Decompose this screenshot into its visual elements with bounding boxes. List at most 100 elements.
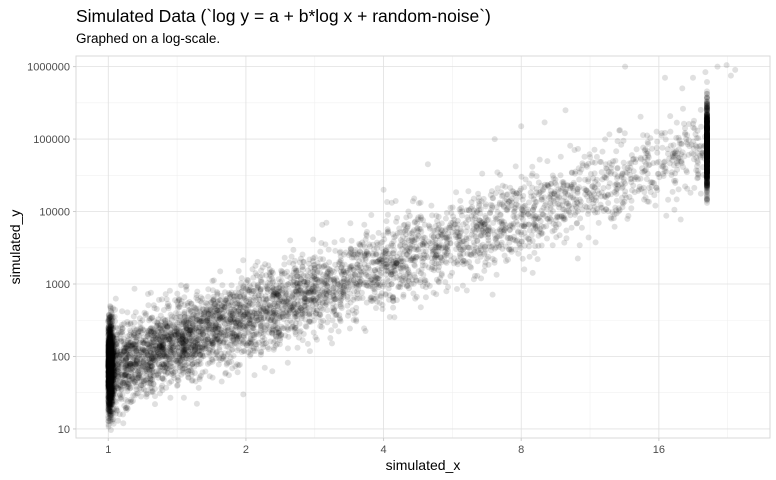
scatter-point bbox=[450, 219, 456, 226]
scatter-point bbox=[172, 365, 179, 372]
scatter-point bbox=[326, 259, 333, 266]
scatter-point bbox=[148, 376, 155, 383]
scatter-point bbox=[127, 361, 134, 368]
scatter-point bbox=[650, 160, 657, 167]
scatter-point bbox=[704, 187, 710, 194]
scatter-point bbox=[694, 175, 701, 182]
scatter-point bbox=[296, 320, 303, 327]
scatter-point bbox=[292, 324, 299, 331]
scatter-point bbox=[116, 351, 123, 358]
scatter-point bbox=[557, 172, 564, 179]
scatter-point bbox=[189, 377, 196, 384]
scatter-point bbox=[704, 104, 710, 111]
scatter-point bbox=[704, 133, 710, 140]
scatter-point bbox=[231, 318, 238, 325]
scatter-point bbox=[482, 259, 489, 266]
scatter-point bbox=[704, 145, 710, 152]
scatter-point bbox=[144, 354, 151, 361]
scatter-point bbox=[123, 383, 130, 390]
scatter-point bbox=[659, 144, 666, 151]
scatter-point bbox=[472, 228, 479, 235]
scatter-point bbox=[519, 211, 526, 218]
scatter-point bbox=[301, 302, 308, 309]
scatter-point bbox=[287, 274, 294, 281]
scatter-point bbox=[266, 302, 273, 309]
scatter-point bbox=[409, 198, 416, 205]
scatter-point bbox=[324, 265, 331, 272]
scatter-point bbox=[385, 282, 392, 288]
scatter-point bbox=[654, 171, 661, 177]
scatter-point bbox=[167, 394, 174, 401]
scatter-point bbox=[368, 212, 375, 218]
scatter-point bbox=[174, 382, 181, 388]
scatter-point bbox=[704, 166, 710, 173]
scatter-point bbox=[384, 199, 391, 205]
scatter-point bbox=[152, 401, 158, 408]
scatter-point bbox=[544, 235, 550, 242]
scatter-point bbox=[500, 203, 507, 210]
scatter-point bbox=[614, 138, 621, 145]
scatter-point bbox=[536, 156, 543, 163]
scatter-point bbox=[589, 183, 596, 190]
scatter-point bbox=[192, 320, 199, 327]
scatter-point bbox=[185, 374, 192, 380]
scatter-point bbox=[704, 156, 710, 163]
scatter-point bbox=[485, 216, 492, 223]
scatter-point bbox=[243, 342, 250, 348]
scatter-point bbox=[704, 163, 710, 170]
scatter-point bbox=[644, 148, 651, 155]
scatter-point bbox=[530, 192, 537, 199]
scatter-point bbox=[263, 285, 270, 292]
scatter-point bbox=[704, 148, 710, 155]
scatter-point bbox=[323, 292, 330, 299]
scatter-point bbox=[361, 325, 368, 332]
scatter-point bbox=[190, 312, 196, 318]
scatter-point bbox=[267, 318, 274, 325]
scatter-point bbox=[613, 148, 620, 155]
scatter-point bbox=[620, 137, 627, 144]
scatter-point bbox=[610, 158, 617, 165]
scatter-point bbox=[363, 282, 370, 289]
scatter-point bbox=[187, 327, 193, 334]
scatter-point bbox=[138, 329, 145, 336]
scatter-point bbox=[384, 211, 391, 218]
scatter-point bbox=[155, 361, 162, 368]
scatter-point bbox=[390, 250, 397, 257]
scatter-point bbox=[704, 182, 710, 188]
scatter-point bbox=[473, 220, 479, 226]
scatter-point bbox=[275, 305, 282, 312]
scatter-point bbox=[485, 223, 492, 230]
scatter-point bbox=[399, 246, 406, 252]
scatter-point bbox=[442, 215, 449, 222]
scatter-point bbox=[419, 262, 426, 269]
scatter-point bbox=[121, 341, 127, 348]
scatter-point bbox=[489, 195, 496, 201]
scatter-point bbox=[593, 194, 600, 201]
scatter-point bbox=[192, 312, 199, 319]
scatter-point bbox=[166, 287, 173, 294]
scatter-point bbox=[624, 215, 631, 222]
scatter-point bbox=[561, 239, 568, 246]
scatter-point bbox=[531, 249, 538, 256]
scatter-point bbox=[134, 354, 141, 361]
scatter-point bbox=[228, 282, 235, 289]
scatter-point bbox=[344, 296, 351, 303]
scatter-point bbox=[649, 145, 656, 152]
scatter-point bbox=[526, 227, 533, 234]
scatter-point bbox=[704, 150, 710, 157]
scatter-point bbox=[236, 315, 243, 322]
scatter-point bbox=[218, 314, 225, 321]
scatter-point bbox=[142, 353, 149, 360]
scatter-point bbox=[704, 135, 710, 142]
scatter-point bbox=[704, 145, 710, 151]
scatter-point bbox=[164, 352, 171, 359]
scatter-point bbox=[292, 294, 299, 301]
scatter-point bbox=[488, 247, 495, 254]
scatter-point bbox=[162, 344, 169, 351]
scatter-point bbox=[704, 108, 710, 115]
scatter-point bbox=[218, 292, 225, 299]
scatter-point bbox=[272, 342, 279, 349]
scatter-point bbox=[420, 234, 427, 241]
scatter-point bbox=[704, 185, 710, 192]
scatter-point bbox=[551, 227, 558, 234]
